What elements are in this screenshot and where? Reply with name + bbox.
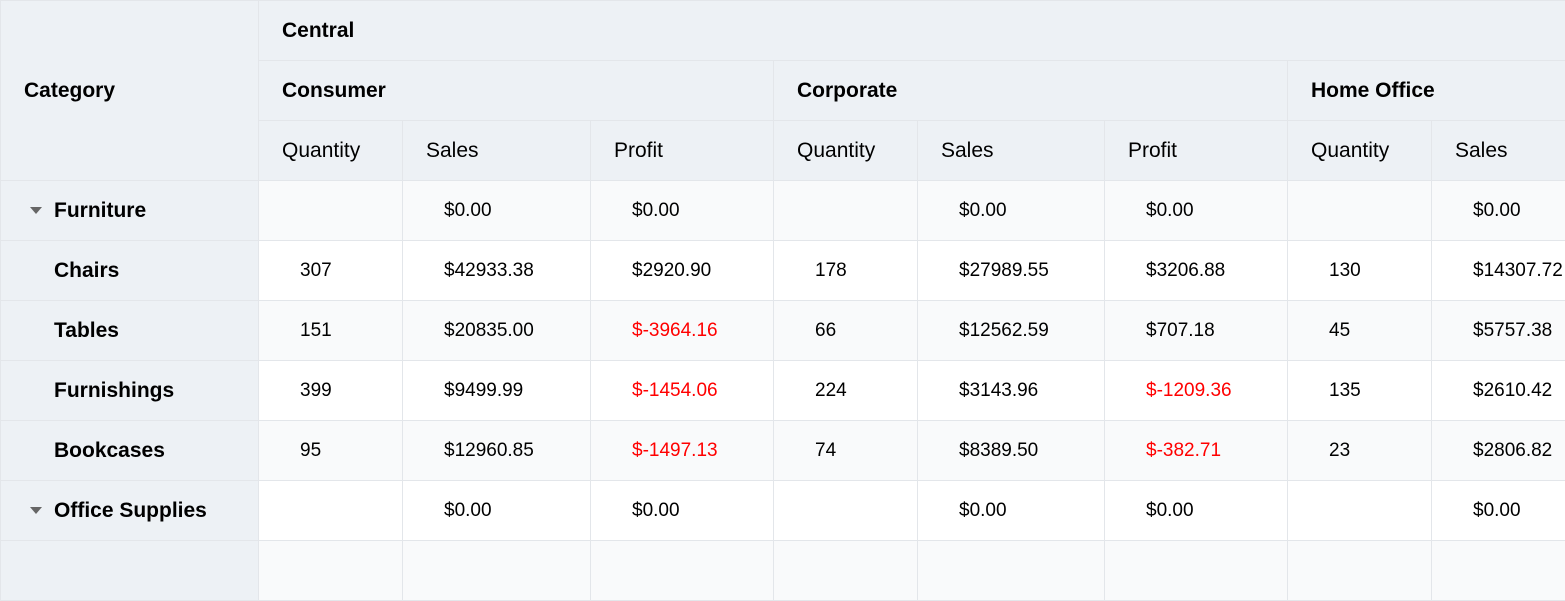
value-cell[interactable]: $20835.00 (403, 301, 591, 361)
table-row (1, 541, 1565, 601)
row-label: Chairs (54, 259, 119, 282)
value-cell[interactable]: $27989.55 (918, 241, 1105, 301)
value-cell[interactable]: 224 (774, 361, 918, 421)
value-cell[interactable]: $5757.38 (1432, 301, 1565, 361)
value-cell[interactable]: $0.00 (918, 181, 1105, 241)
value-cell[interactable]: $-1497.13 (591, 421, 774, 481)
value-cell[interactable]: $-1454.06 (591, 361, 774, 421)
value-cell[interactable]: $-3964.16 (591, 301, 774, 361)
value-cell[interactable] (1288, 481, 1432, 541)
group-row-header[interactable]: Office Supplies (1, 481, 259, 541)
row-header: Chairs (1, 241, 259, 301)
row-header: Tables (1, 301, 259, 361)
value-cell[interactable]: $3206.88 (1105, 241, 1288, 301)
value-cell[interactable] (1105, 541, 1288, 601)
row-label: Tables (54, 319, 119, 342)
value-cell[interactable] (1288, 181, 1432, 241)
measure-header[interactable]: Quantity (259, 121, 403, 181)
value-cell[interactable]: $0.00 (1105, 181, 1288, 241)
row-label: Furnishings (54, 379, 174, 402)
column-header-segment[interactable]: Home Office (1288, 61, 1565, 121)
row-header-category[interactable]: Category (1, 1, 259, 181)
value-cell[interactable]: $2806.82 (1432, 421, 1565, 481)
measure-header[interactable]: Profit (591, 121, 774, 181)
value-cell[interactable]: 399 (259, 361, 403, 421)
row-label: Furniture (54, 199, 146, 222)
value-cell[interactable]: $2610.42 (1432, 361, 1565, 421)
row-label: Bookcases (54, 439, 165, 462)
value-cell[interactable]: 95 (259, 421, 403, 481)
row-label: Office Supplies (54, 499, 207, 522)
value-cell[interactable]: 178 (774, 241, 918, 301)
value-cell[interactable]: $0.00 (1432, 481, 1565, 541)
value-cell[interactable]: $0.00 (918, 481, 1105, 541)
value-cell[interactable]: $14307.72 (1432, 241, 1565, 301)
value-cell[interactable] (259, 181, 403, 241)
measure-header[interactable]: Quantity (774, 121, 918, 181)
value-cell[interactable]: $9499.99 (403, 361, 591, 421)
measure-header[interactable]: Profit (1105, 121, 1288, 181)
value-cell[interactable]: 23 (1288, 421, 1432, 481)
value-cell[interactable]: 307 (259, 241, 403, 301)
column-header-segment[interactable]: Consumer (259, 61, 774, 121)
collapse-caret-icon[interactable] (30, 207, 42, 214)
value-cell[interactable]: 45 (1288, 301, 1432, 361)
value-cell[interactable]: $-1209.36 (1105, 361, 1288, 421)
value-cell[interactable]: $0.00 (403, 481, 591, 541)
value-cell[interactable]: $0.00 (591, 181, 774, 241)
measure-header[interactable]: Sales (1432, 121, 1565, 181)
value-cell[interactable]: $0.00 (403, 181, 591, 241)
value-cell[interactable]: $3143.96 (918, 361, 1105, 421)
value-cell[interactable]: $42933.38 (403, 241, 591, 301)
value-cell[interactable] (259, 541, 403, 601)
column-header-region[interactable]: Central (259, 1, 1565, 61)
value-cell[interactable]: 66 (774, 301, 918, 361)
value-cell[interactable] (1432, 541, 1565, 601)
column-resize-grip-icon[interactable]: ⋮ (1559, 343, 1565, 360)
value-cell[interactable] (774, 481, 918, 541)
value-cell[interactable]: 151 (259, 301, 403, 361)
value-cell[interactable] (774, 541, 918, 601)
value-cell[interactable] (1288, 541, 1432, 601)
value-cell[interactable]: $-382.71 (1105, 421, 1288, 481)
row-header: Bookcases (1, 421, 259, 481)
row-header: Furnishings (1, 361, 259, 421)
value-cell[interactable]: $12562.59 (918, 301, 1105, 361)
value-cell[interactable]: $8389.50 (918, 421, 1105, 481)
value-cell[interactable] (918, 541, 1105, 601)
value-cell[interactable]: 74 (774, 421, 918, 481)
value-cell[interactable] (403, 541, 591, 601)
value-cell[interactable] (774, 181, 918, 241)
value-cell[interactable] (591, 541, 774, 601)
row-header (1, 541, 259, 601)
measure-header[interactable]: Sales (403, 121, 591, 181)
collapse-caret-icon[interactable] (30, 507, 42, 514)
value-cell[interactable]: 130 (1288, 241, 1432, 301)
measure-header[interactable]: Quantity (1288, 121, 1432, 181)
measure-header[interactable]: Sales (918, 121, 1105, 181)
value-cell[interactable]: $2920.90 (591, 241, 774, 301)
value-cell[interactable]: $0.00 (1105, 481, 1288, 541)
group-row-header[interactable]: Furniture (1, 181, 259, 241)
table-row: Furniture$0.00$0.00$0.00$0.00$0.00 (1, 181, 1565, 241)
value-cell[interactable]: $0.00 (1432, 181, 1565, 241)
value-cell[interactable]: 135 (1288, 361, 1432, 421)
table-row: Office Supplies$0.00$0.00$0.00$0.00$0.00 (1, 481, 1565, 541)
value-cell[interactable] (259, 481, 403, 541)
value-cell[interactable]: $12960.85 (403, 421, 591, 481)
column-header-segment[interactable]: Corporate (774, 61, 1288, 121)
value-cell[interactable]: $707.18 (1105, 301, 1288, 361)
value-cell[interactable]: $0.00 (591, 481, 774, 541)
